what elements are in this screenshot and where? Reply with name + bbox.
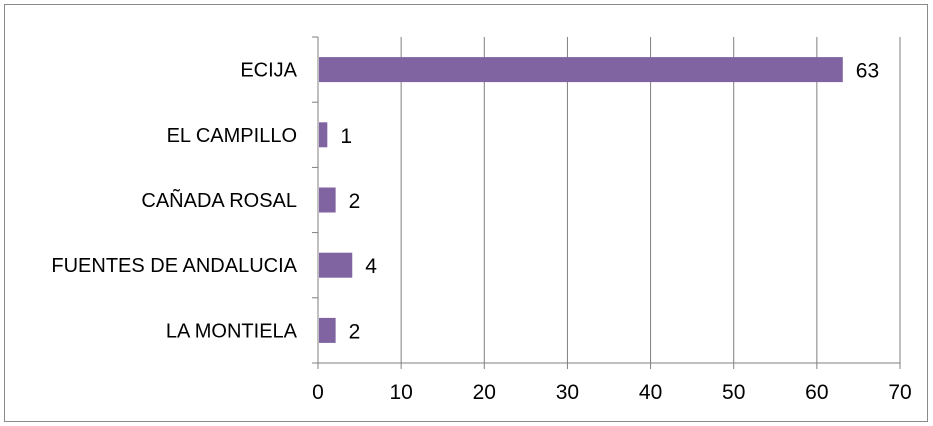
axes [312, 36, 901, 369]
category-label: CAÑADA ROSAL [141, 188, 297, 212]
x-tick-label: 0 [312, 381, 324, 404]
gridlines [400, 37, 901, 363]
x-tick-label: 70 [888, 381, 911, 404]
x-tick-label: 50 [722, 381, 745, 404]
data-label: 1 [340, 125, 352, 148]
x-tick-label: 30 [556, 381, 579, 404]
bar [319, 317, 336, 343]
labels: 0 10 20 30 40 50 60 70 ECIJA 63 EL CAMPILLO 1 CAÑADA… [51, 60, 911, 404]
x-tick-label: 10 [389, 381, 412, 404]
bar [319, 57, 843, 83]
data-label: 2 [349, 190, 361, 213]
category-label: LA MONTIELA [166, 320, 298, 342]
category-label: EL CAMPILLO [167, 125, 297, 147]
x-tick-label: 40 [639, 381, 662, 404]
bar [319, 252, 353, 278]
chart-frame: 0 10 20 30 40 50 60 70 ECIJA 63 EL CAMPILLO 1 CAÑADA… [4, 4, 928, 422]
bar [319, 187, 336, 213]
category-label: ECIJA [240, 60, 297, 82]
bar [319, 122, 328, 148]
data-label: 63 [856, 60, 879, 83]
x-tick-label: 60 [805, 381, 828, 404]
data-label: 2 [349, 320, 361, 343]
bar-chart: 0 10 20 30 40 50 60 70 ECIJA 63 EL CAMPILLO 1 CAÑADA… [51, 36, 912, 404]
category-label: FUENTES DE ANDALUCIA [51, 255, 297, 277]
x-tick-label: 20 [473, 381, 496, 404]
bars [319, 57, 843, 343]
data-label: 4 [365, 255, 377, 278]
